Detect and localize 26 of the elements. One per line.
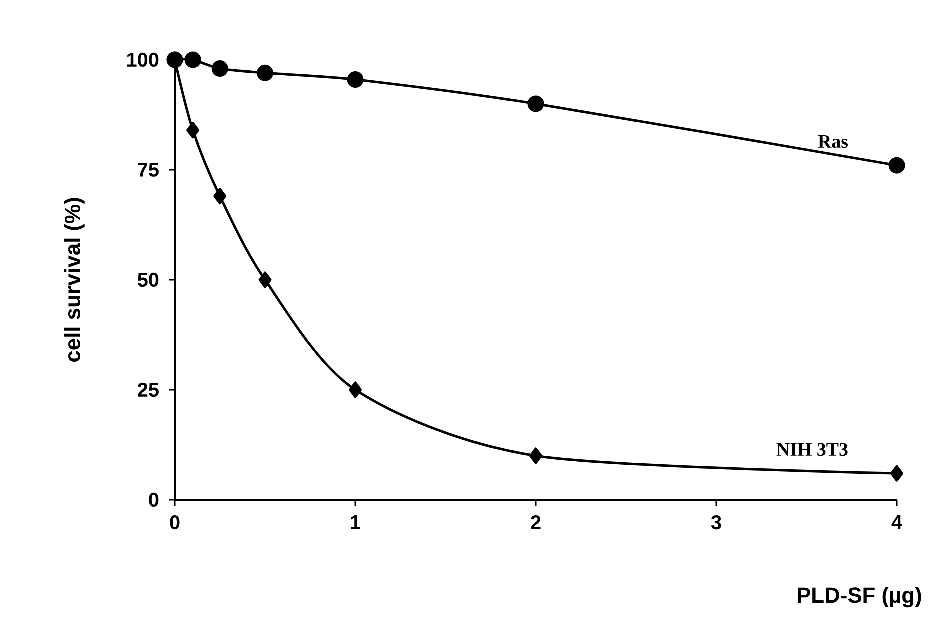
x-axis-title: PLD-SF (µg) [798, 587, 922, 608]
point [212, 60, 228, 78]
x-tick-label: 4 [892, 516, 902, 530]
y-tick-label: 50 [138, 272, 159, 288]
y-tick-label: 0 [149, 492, 159, 508]
x-tick-label: 0 [170, 516, 180, 530]
point [347, 72, 364, 88]
point [890, 465, 904, 482]
point [530, 448, 543, 464]
series-label: Ras [818, 135, 848, 148]
point [186, 122, 200, 139]
point [888, 157, 906, 174]
y-tick-label: 75 [138, 163, 159, 177]
y-tick-label: 100 [127, 52, 159, 68]
point [214, 188, 227, 205]
point [184, 52, 202, 68]
point [258, 272, 272, 288]
point [528, 96, 544, 112]
x-tick-label: 2 [531, 516, 541, 530]
y-tick-label: 25 [138, 382, 159, 398]
y-axis-title: cell survival (%) [64, 198, 85, 362]
point [257, 64, 274, 82]
series-label: NIH 3T3 [776, 443, 848, 456]
point [349, 382, 362, 398]
x-tick-label: 1 [351, 516, 360, 530]
x-tick-label: 3 [711, 516, 722, 530]
